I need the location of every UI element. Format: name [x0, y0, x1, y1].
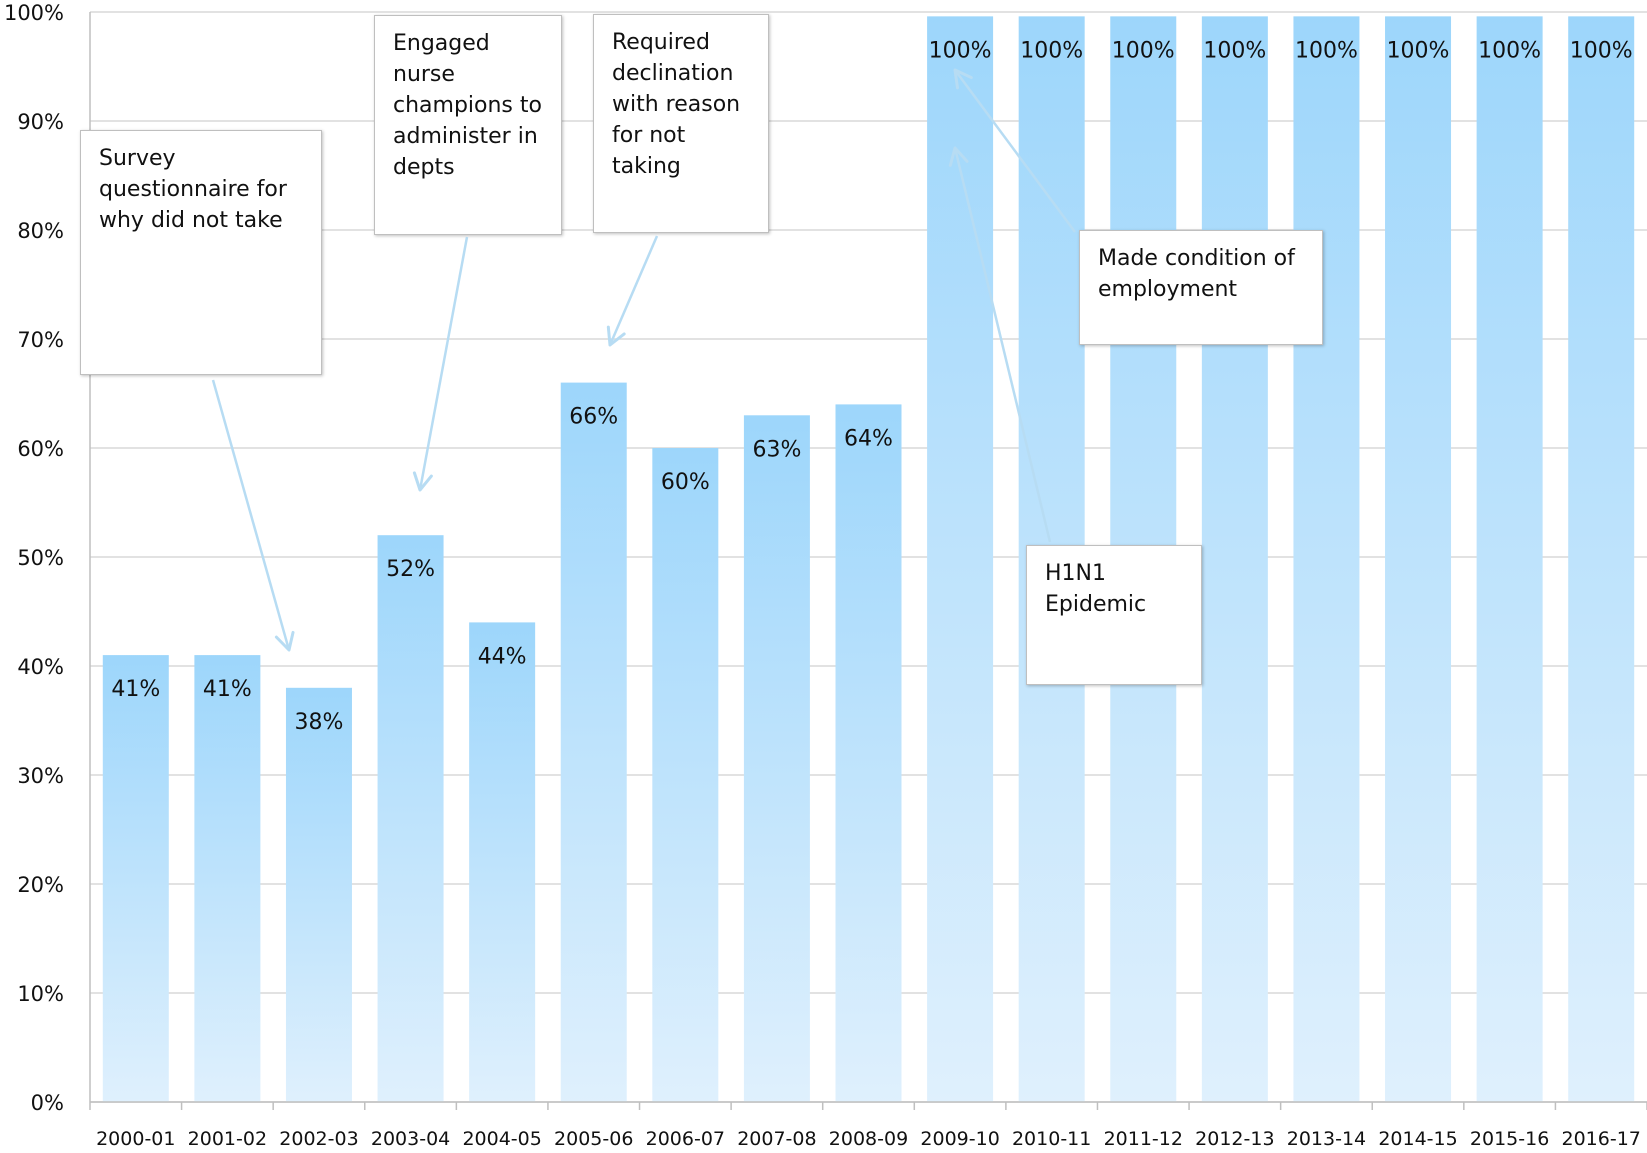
data-label: 60% [661, 470, 710, 495]
y-tick-label: 40% [17, 655, 64, 679]
y-tick-label: 30% [17, 764, 64, 788]
annotation-line: with reason [612, 92, 741, 117]
y-axis-tick-labels: 0% 10% 20% 30% 40% 50% 60% 70% 80% 90% 100% [4, 1, 64, 1115]
annotation-line: champions to [393, 93, 542, 118]
x-tick-label: 2000-01 [96, 1128, 175, 1150]
data-label: 38% [295, 710, 344, 735]
y-tick-label: 70% [17, 328, 64, 352]
x-tick-label: 2003-04 [371, 1128, 450, 1150]
annotation-h1n1-epidemic: H1N1 Epidemic [1026, 545, 1202, 685]
y-tick-label: 100% [4, 1, 64, 25]
bar-2003-04 [377, 535, 444, 1102]
bar-2007-08 [743, 415, 810, 1102]
y-tick-label: 10% [17, 982, 64, 1006]
data-label: 100% [1020, 38, 1083, 63]
annotation-line: Engaged [393, 31, 490, 56]
annotation-line: depts [393, 155, 455, 180]
x-tick-label: 2007-08 [737, 1128, 816, 1150]
x-tick-label: 2011-12 [1104, 1128, 1183, 1150]
annotation-survey: Survey questionnaire for why did not take [80, 130, 322, 375]
x-tick-label: 2001-02 [188, 1128, 267, 1150]
annotation-line: H1N1 [1045, 561, 1106, 586]
y-tick-label: 80% [17, 219, 64, 243]
y-tick-label: 60% [17, 437, 64, 461]
x-tick-label: 2004-05 [462, 1128, 541, 1150]
annotation-line: Required [612, 30, 710, 55]
data-label: 100% [1478, 38, 1541, 63]
annotation-line: nurse [393, 62, 455, 87]
x-tick-label: 2010-11 [1012, 1128, 1091, 1150]
annotation-line: employment [1098, 277, 1238, 302]
data-label: 100% [1570, 38, 1633, 63]
bar-2016-17 [1568, 16, 1635, 1103]
x-tick-label: 2008-09 [829, 1128, 908, 1150]
x-tick-label: 2005-06 [554, 1128, 633, 1150]
annotation-line: Made condition of [1098, 246, 1295, 271]
annotation-line: administer in [393, 124, 538, 149]
data-label: 100% [1387, 38, 1450, 63]
bar-2013-14 [1293, 16, 1360, 1103]
y-tick-label: 20% [17, 873, 64, 897]
bar-2012-13 [1201, 16, 1268, 1103]
x-tick-label: 2016-17 [1562, 1128, 1641, 1150]
data-label: 100% [1203, 38, 1266, 63]
annotation-line: declination [612, 61, 734, 86]
data-label: 41% [203, 677, 252, 702]
annotation-line: taking [612, 154, 681, 179]
data-label: 64% [844, 426, 893, 451]
annotation-line: for not [612, 123, 686, 148]
x-tick-label: 2009-10 [920, 1128, 999, 1150]
x-tick-label: 2012-13 [1195, 1128, 1274, 1150]
bar-2015-16 [1476, 16, 1543, 1103]
data-label: 66% [569, 405, 618, 430]
y-tick-label: 0% [31, 1091, 64, 1115]
x-tick-label: 2015-16 [1470, 1128, 1549, 1150]
annotation-line: Survey [99, 146, 176, 171]
data-labels: 41% 41% 38% 52% 44% 66% 60% 63% 64% 100% 100% 100% 1… [111, 38, 1632, 734]
bars [102, 16, 1635, 1103]
annotation-line: why did not take [99, 208, 283, 233]
bar-2004-05 [469, 622, 536, 1102]
annotation-line: questionnaire for [99, 177, 287, 202]
bar-2008-09 [835, 404, 902, 1102]
x-axis-tick-labels: 2000-01 2001-02 2002-03 2003-04 2004-05 2005-… [96, 1128, 1641, 1150]
data-label: 63% [752, 437, 801, 462]
annotation-line: Epidemic [1045, 592, 1147, 617]
bar-2005-06 [560, 382, 627, 1103]
annotation-required-declination: Required declination with reason for not tak… [593, 14, 769, 233]
bar-2000-01 [102, 655, 169, 1102]
data-label: 100% [929, 38, 992, 63]
bar-2002-03 [285, 687, 352, 1102]
x-tick-label: 2002-03 [279, 1128, 358, 1150]
data-label: 100% [1112, 38, 1175, 63]
bar-2006-07 [652, 448, 719, 1102]
x-tick-label: 2006-07 [646, 1128, 725, 1150]
annotation-nurse-champions: Engaged nurse champions to administer in dep… [374, 15, 562, 235]
y-tick-label: 90% [17, 110, 64, 134]
data-label: 52% [386, 557, 435, 582]
y-tick-label: 50% [17, 546, 64, 570]
data-label: 100% [1295, 38, 1358, 63]
data-label: 44% [478, 644, 527, 669]
bar-2009-10 [927, 16, 994, 1103]
x-tick-label: 2014-15 [1378, 1128, 1457, 1150]
annotation-condition-of-employment: Made condition of employment [1079, 230, 1323, 345]
data-label: 41% [111, 677, 160, 702]
x-tick-label: 2013-14 [1287, 1128, 1366, 1150]
bar-2001-02 [194, 655, 261, 1102]
bar-2014-15 [1385, 16, 1452, 1103]
